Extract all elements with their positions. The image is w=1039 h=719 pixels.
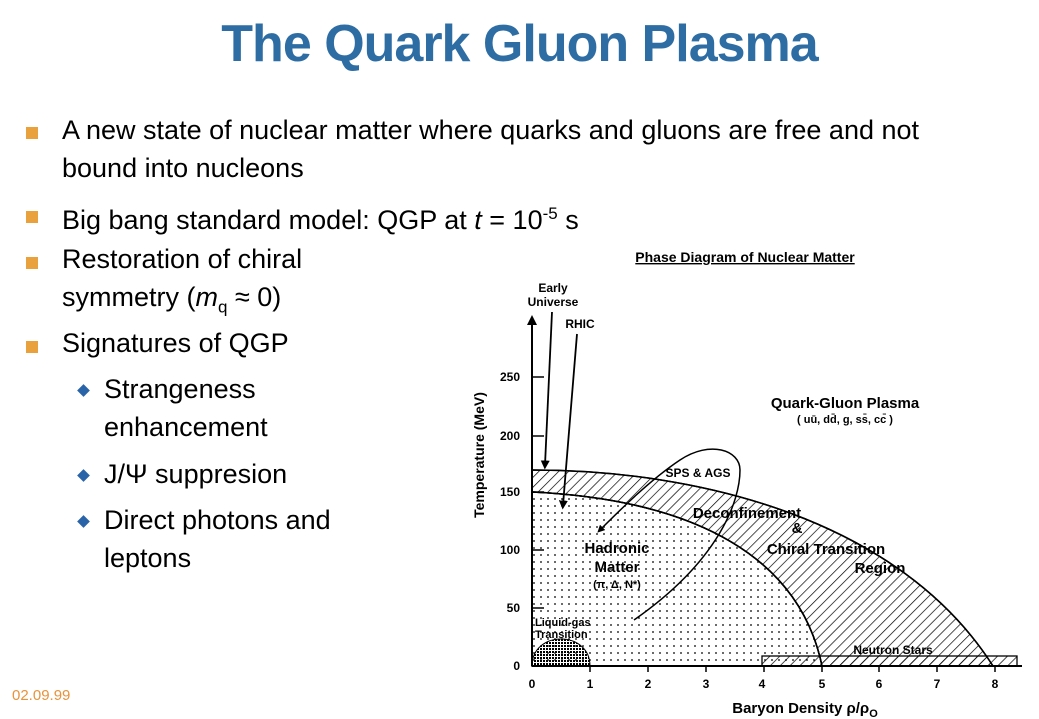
- bullet-signatures: Signatures of QGP: [62, 328, 289, 358]
- bullet-chiral-line2: symmetry (mq ≈ 0): [62, 278, 302, 326]
- mass-subscript: q: [217, 297, 228, 317]
- ampersand-label: &: [792, 520, 803, 537]
- matter-label: Matter: [594, 559, 639, 576]
- bullet-marker: [26, 127, 38, 139]
- y-ticks: [532, 376, 544, 667]
- y-axis-label: Temperature (MeV): [471, 392, 487, 518]
- bullet-big-bang-eq: = 10: [481, 205, 543, 235]
- symmetry-text: symmetry (: [62, 282, 196, 312]
- x-axis-label-text: Baryon Density ρ/ρ: [732, 700, 869, 717]
- unit: s: [557, 205, 579, 235]
- y-tick-label: 150: [500, 485, 520, 499]
- exponent: -5: [542, 204, 558, 223]
- x-tick-label: 4: [759, 677, 766, 691]
- x-tick-label: 5: [819, 677, 826, 691]
- deconfinement-label: Deconfinement: [693, 505, 801, 522]
- x-tick-label: 6: [876, 677, 883, 691]
- phase-boundary-inner: [531, 491, 823, 667]
- liquid-gas-label: Liquid-gas: [535, 617, 591, 629]
- phase-boundary-outer: [531, 469, 994, 667]
- bullet-chiral: Restoration of chiral symmetry (mq ≈ 0): [62, 240, 302, 326]
- sub-bullet-strangeness: Strangeness enhancement: [104, 374, 268, 442]
- x-axis-label: Baryon Density ρ/ρO: [732, 700, 878, 719]
- rhic-arrow: [558, 333, 578, 510]
- qgp-label: Quark-Gluon Plasma: [771, 395, 920, 412]
- y-tick-label: 100: [500, 543, 520, 557]
- bullet-new-state: A new state of nuclear matter where quar…: [62, 115, 920, 183]
- x-axis-label-sub: O: [869, 708, 878, 719]
- bullet-marker: [26, 341, 38, 353]
- rhic-label: RHIC: [565, 317, 595, 331]
- liquid-gas-label: Transition: [535, 629, 588, 641]
- x-ticks: [589, 666, 996, 672]
- approx-zero: ≈ 0): [227, 282, 282, 312]
- time-symbol: t: [474, 205, 482, 235]
- footer-date: 02.09.99: [12, 687, 71, 704]
- x-tick-label: 1: [587, 677, 594, 691]
- hadronic-label: Hadronic: [584, 540, 649, 557]
- hadronic-constituents: (π, Δ, N*): [593, 579, 641, 591]
- x-tick-label: 3: [703, 677, 710, 691]
- sub-bullet-jpsi: J/Ψ suppresion: [104, 459, 288, 489]
- bullet-chiral-line1: Restoration of chiral: [62, 244, 303, 274]
- neutron-star-bar: [761, 655, 1018, 667]
- y-tick-label: 0: [513, 659, 520, 673]
- sub-bullet-photons: Direct photons and leptons: [104, 505, 331, 573]
- early-universe-label: Universe: [528, 295, 579, 309]
- early-universe-label: Early: [538, 281, 568, 295]
- early-universe-arrow: [540, 311, 553, 470]
- bullet-big-bang-text: Big bang standard model: QGP at: [62, 205, 475, 235]
- liquid-gas-blob: [531, 638, 591, 667]
- neutron-stars-label: Neutron Stars: [853, 643, 933, 657]
- region-label: Region: [855, 560, 906, 577]
- x-tick-label: 0: [529, 677, 536, 691]
- mass-symbol: m: [195, 282, 218, 312]
- bullet-marker: [26, 257, 38, 269]
- bullet-big-bang: Big bang standard model: QGP at t = 10-5…: [62, 195, 579, 239]
- sps-ags-label: SPS & AGS: [666, 466, 731, 480]
- x-tick-label: 2: [645, 677, 652, 691]
- y-tick-label: 50: [507, 601, 521, 615]
- sps-ags-loop: [597, 448, 741, 621]
- y-tick-label: 200: [500, 429, 520, 443]
- page-title: The Quark Gluon Plasma: [221, 15, 818, 73]
- qgp-constituents: ( uū, dd̄, g, ss̄, cc̄ ): [797, 414, 893, 426]
- x-tick-label: 8: [992, 677, 999, 691]
- diagram-title: Phase Diagram of Nuclear Matter: [635, 249, 855, 265]
- bullet-marker: [26, 211, 38, 223]
- y-tick-label: 250: [500, 370, 520, 384]
- chiral-transition-label: Chiral Transition: [767, 541, 885, 558]
- x-tick-label: 7: [934, 677, 941, 691]
